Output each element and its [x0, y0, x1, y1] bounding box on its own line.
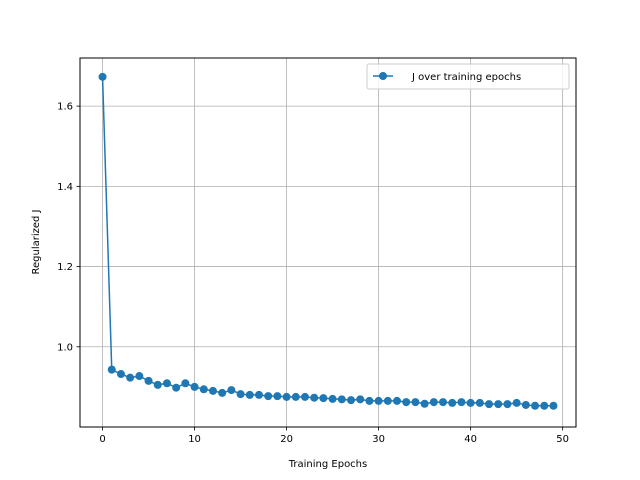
data-point — [254, 390, 263, 399]
data-point — [521, 400, 530, 409]
data-point — [319, 394, 328, 403]
x-axis-label: Training Epochs — [288, 459, 367, 470]
data-point — [393, 396, 402, 405]
x-tick-label: 40 — [464, 434, 477, 445]
data-point — [347, 396, 356, 405]
data-point — [245, 390, 254, 399]
data-point — [494, 400, 503, 409]
data-point — [485, 400, 494, 409]
data-point — [448, 398, 457, 407]
data-point — [227, 386, 236, 395]
data-point — [337, 395, 346, 404]
data-point — [429, 398, 438, 407]
y-tick-label: 1.4 — [57, 182, 73, 193]
data-point — [411, 398, 420, 407]
data-point — [162, 379, 171, 388]
data-point — [144, 376, 153, 385]
x-tick-label: 20 — [280, 434, 293, 445]
data-point — [475, 398, 484, 407]
data-point — [503, 400, 512, 409]
data-point — [466, 398, 475, 407]
data-point — [218, 388, 227, 397]
data-point — [135, 372, 144, 381]
data-point — [199, 385, 208, 394]
y-tick-label: 1.6 — [57, 102, 73, 113]
data-point — [383, 396, 392, 405]
data-point — [153, 380, 162, 389]
data-point — [181, 379, 190, 388]
data-point — [190, 382, 199, 391]
data-point — [540, 401, 549, 410]
data-point — [172, 383, 181, 392]
y-tick-label: 1.2 — [57, 262, 73, 273]
data-point — [549, 401, 558, 410]
data-point — [107, 365, 116, 374]
y-axis-label: Regularized J — [31, 209, 42, 274]
data-point — [236, 390, 245, 399]
x-tick-label: 50 — [556, 434, 569, 445]
data-point — [512, 398, 521, 407]
data-point — [98, 72, 107, 81]
x-axis: 0 10 20 30 40 50 — [99, 427, 569, 445]
legend: J over training epochs — [366, 63, 570, 90]
data-point — [264, 392, 273, 401]
data-point — [531, 401, 540, 410]
grid — [80, 58, 576, 427]
x-tick-label: 0 — [99, 434, 105, 445]
data-point — [328, 394, 337, 403]
data-point — [439, 398, 448, 407]
data-point — [282, 392, 291, 401]
data-point — [291, 392, 300, 401]
data-point — [365, 396, 374, 405]
data-point — [402, 398, 411, 407]
data-point — [116, 370, 125, 379]
data-point — [420, 399, 429, 408]
data-point — [208, 386, 217, 395]
legend-marker-swatch — [379, 72, 387, 80]
y-tick-label: 1.0 — [57, 342, 73, 353]
x-tick-label: 10 — [188, 434, 201, 445]
data-point — [356, 395, 365, 404]
x-tick-label: 30 — [372, 434, 385, 445]
data-point — [310, 393, 319, 402]
data-point — [126, 373, 135, 382]
y-axis: 1.0 1.2 1.4 1.6 — [57, 102, 80, 353]
data-point — [300, 392, 309, 401]
data-point — [457, 398, 466, 407]
data-point — [374, 396, 383, 405]
legend-entry: J over training epochs — [411, 72, 521, 83]
legend-box — [366, 63, 570, 90]
data-point — [273, 392, 282, 401]
series-layer — [98, 72, 558, 410]
plot-frame — [79, 57, 577, 428]
